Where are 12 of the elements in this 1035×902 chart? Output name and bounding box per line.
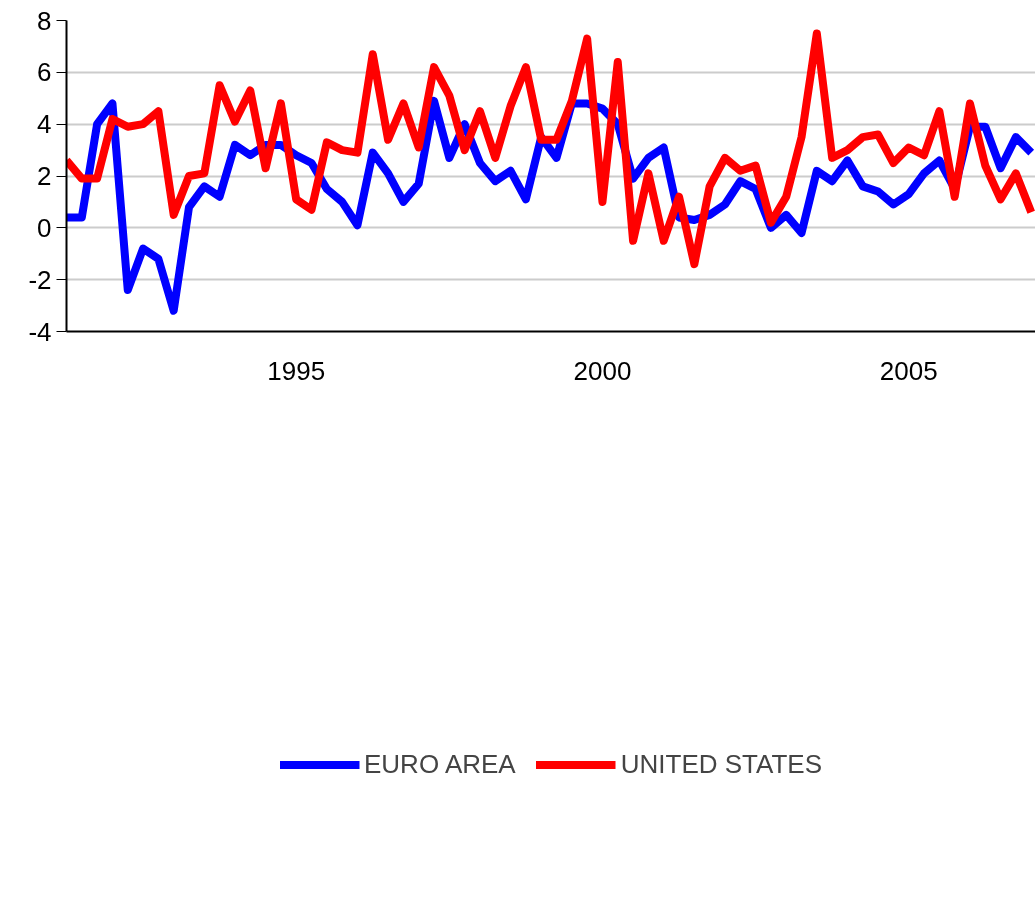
- y-tick-label: -4: [28, 316, 52, 347]
- x-tick-label: 2005: [879, 355, 938, 386]
- y-tick-label: 2: [37, 161, 52, 191]
- y-tick-label: 0: [37, 212, 52, 243]
- legend-label: UNITED STATES: [620, 748, 822, 780]
- y-tick-label: -2: [28, 264, 52, 295]
- x-tick-label: 2000: [573, 355, 632, 386]
- y-tick-label: 4: [37, 109, 52, 140]
- y-tick-label: 6: [37, 57, 52, 88]
- legend-label: EURO AREA: [364, 748, 516, 780]
- y-tick-label: 8: [37, 5, 52, 36]
- x-tick-label: 1995: [267, 355, 326, 386]
